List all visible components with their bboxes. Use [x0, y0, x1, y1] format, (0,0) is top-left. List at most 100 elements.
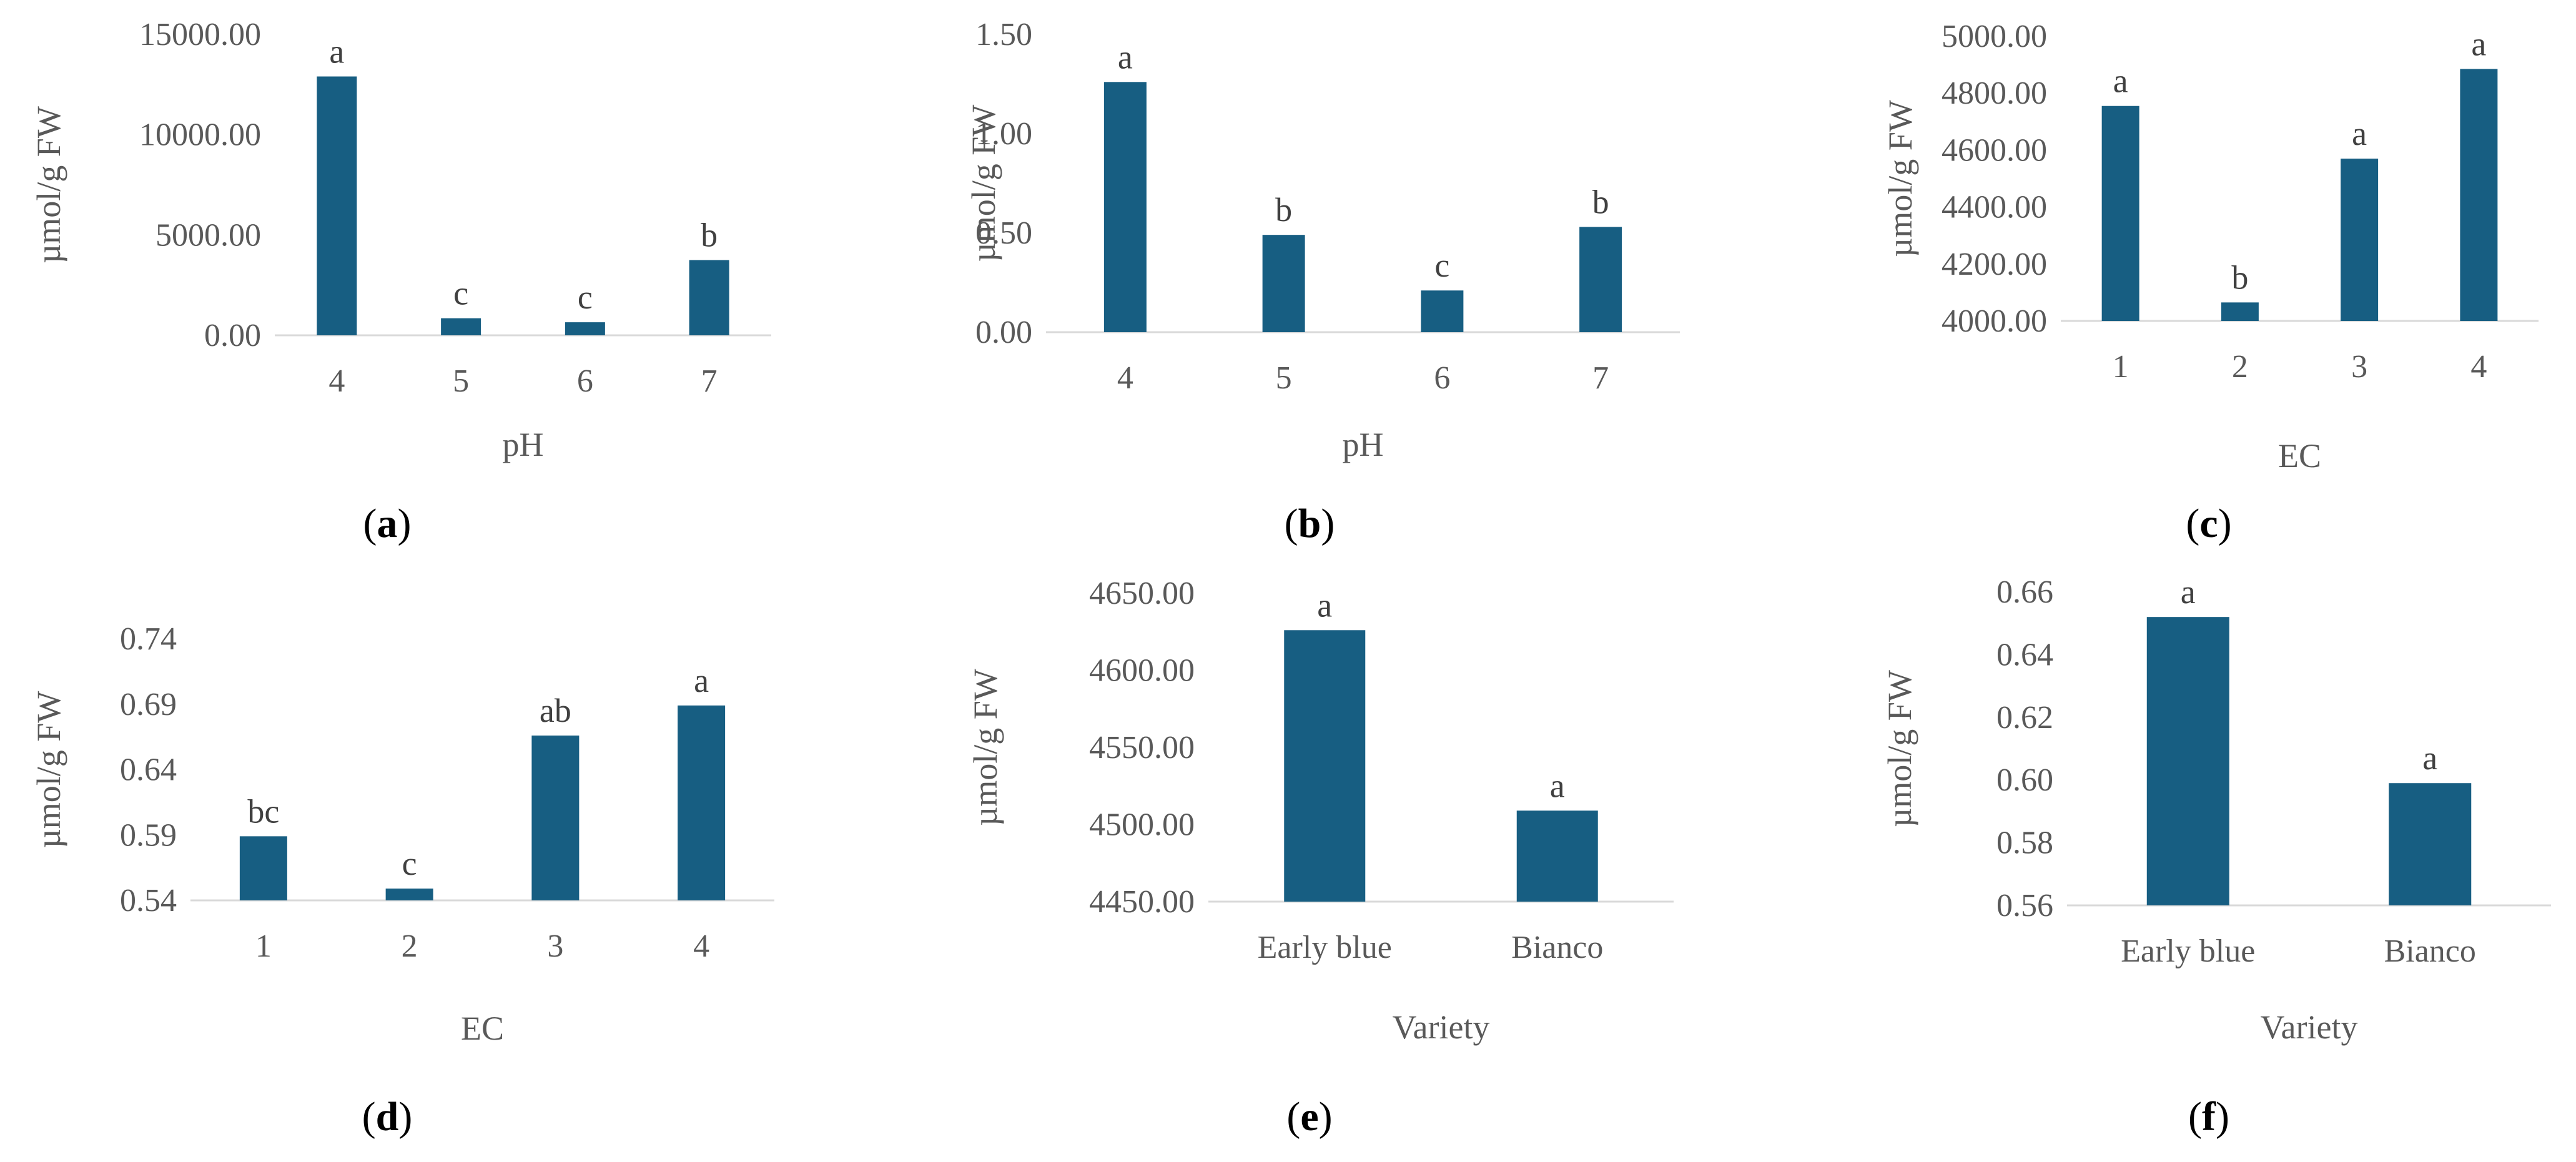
y-tick-label: 0.69 [120, 687, 177, 722]
significance-letter: a [694, 662, 709, 699]
x-axis-title: pH [1343, 426, 1384, 463]
significance-letter: ab [540, 692, 571, 729]
significance-letter: c [1434, 247, 1449, 284]
chart-panel-a: 0.00 5000.00 10000.00 15000.00 a 4 c 5 c 6 b 7 µmol/… [30, 17, 771, 546]
bar-2 [385, 889, 433, 900]
x-axis-title: Variety [1393, 1008, 1490, 1046]
y-tick-label: 10000.00 [139, 117, 261, 153]
bar-bianco [2389, 783, 2472, 905]
y-axis-title: µmol/g FW [1881, 670, 1918, 827]
bar-1 [239, 836, 287, 900]
x-axis-title: Variety [2261, 1008, 2358, 1046]
y-axis-title: µmol/g FW [965, 105, 1002, 262]
bar-bianco [1516, 810, 1598, 902]
y-tick-label: 4800.00 [1942, 76, 2047, 111]
y-tick-label: 1.50 [975, 17, 1032, 52]
significance-letter: bc [247, 792, 279, 830]
x-tick-label: 4 [1117, 360, 1133, 396]
bar-7 [689, 260, 729, 335]
y-tick-label: 0.56 [1996, 888, 2053, 923]
panel-label: (f) [2188, 1094, 2229, 1140]
panel-label: (d) [362, 1094, 413, 1140]
significance-letter: b [1275, 191, 1292, 229]
bar-3 [531, 736, 580, 900]
y-tick-label: 5000.00 [1942, 19, 2047, 54]
y-tick-label: 4650.00 [1089, 576, 1195, 611]
bar-4 [2460, 69, 2498, 321]
panel-label: (c) [2186, 501, 2231, 546]
x-tick-label: 6 [1434, 360, 1450, 396]
panel-label: (e) [1286, 1094, 1332, 1140]
bar-4 [317, 76, 357, 335]
y-tick-label: 0.00 [204, 318, 261, 353]
y-tick-label: 0.60 [1996, 762, 2053, 798]
y-tick-label: 15000.00 [139, 17, 261, 52]
bar-1 [2101, 106, 2139, 321]
significance-letter: a [2471, 25, 2486, 62]
panel-label: (a) [363, 501, 412, 546]
chart-panel-f: 0.56 0.58 0.60 0.62 0.64 0.66 a Early blue a Bian… [1881, 573, 2551, 1140]
bar-3 [2341, 159, 2379, 321]
y-tick-label: 0.58 [1996, 825, 2053, 861]
x-tick-label: Bianco [2384, 933, 2476, 969]
chart-panel-b: 0.00 0.50 1.00 1.50 a 4 b 5 c 6 b 7 µmol/g FW pH (b) [965, 17, 1680, 546]
x-tick-label: 5 [453, 363, 469, 399]
significance-letter: a [2181, 573, 2196, 611]
x-tick-label: 7 [1592, 360, 1609, 396]
bar-7 [1579, 227, 1622, 332]
y-tick-label: 1.00 [975, 116, 1032, 152]
y-tick-label: 0.64 [1996, 637, 2053, 672]
y-tick-label: 4200.00 [1942, 247, 2047, 282]
y-tick-label: 4500.00 [1089, 807, 1195, 843]
bar-2 [2221, 302, 2259, 321]
x-tick-label: Bianco [1511, 930, 1603, 965]
x-tick-label: Early blue [2121, 933, 2255, 969]
significance-letter: a [329, 32, 344, 70]
significance-letter: a [2352, 115, 2367, 152]
y-axis-title: µmol/g FW [1882, 100, 1919, 257]
x-tick-label: 4 [328, 363, 345, 399]
y-axis-title: µmol/g FW [967, 669, 1004, 826]
y-tick-label: 5000.00 [155, 217, 261, 253]
y-tick-label: 0.00 [975, 315, 1032, 350]
x-tick-label: 3 [2351, 349, 2367, 385]
significance-letter: c [578, 278, 593, 316]
bar-early-blue [2146, 617, 2229, 905]
y-tick-label: 0.62 [1996, 700, 2053, 736]
significance-letter: a [1118, 38, 1133, 76]
y-tick-label: 0.64 [120, 752, 177, 788]
significance-letter: c [402, 845, 417, 882]
y-tick-label: 4600.00 [1089, 653, 1195, 689]
chart-panel-e: 4450.00 4500.00 4550.00 4600.00 4650.00 a Earl… [967, 576, 1674, 1140]
bar-6 [1421, 290, 1464, 332]
x-tick-label: 2 [2232, 349, 2248, 385]
y-tick-label: 0.59 [120, 817, 177, 853]
x-axis-title: EC [2278, 437, 2321, 475]
chart-panel-d: 0.54 0.59 0.64 0.69 0.74 bc 1 c 2 ab 3 a 4 µmol/g FW E… [30, 621, 774, 1140]
y-tick-label: 0.74 [120, 621, 177, 657]
y-tick-label: 0.66 [1996, 574, 2053, 610]
y-tick-label: 4000.00 [1942, 303, 2047, 339]
y-tick-label: 0.54 [120, 883, 177, 918]
y-tick-label: 4400.00 [1942, 190, 2047, 225]
x-tick-label: 4 [693, 928, 709, 964]
y-tick-label: 4600.00 [1942, 132, 2047, 168]
x-axis-title: pH [503, 426, 544, 463]
bar-5 [441, 318, 481, 335]
x-tick-label: 5 [1276, 360, 1292, 396]
y-tick-label: 0.50 [975, 215, 1032, 251]
significance-letter: a [2422, 739, 2437, 777]
significance-letter: b [2231, 258, 2248, 296]
x-tick-label: 6 [577, 363, 593, 399]
significance-letter: b [701, 217, 718, 254]
significance-letter: b [1592, 183, 1609, 220]
y-tick-label: 4450.00 [1089, 884, 1195, 920]
x-tick-label: 1 [255, 928, 272, 964]
bar-4 [1103, 82, 1147, 332]
x-tick-label: 7 [701, 363, 718, 399]
x-tick-label: 2 [402, 928, 418, 964]
chart-panel-c: 4000.00 4200.00 4400.00 4600.00 4800.00 5000.… [1882, 19, 2539, 546]
panel-label: (b) [1285, 501, 1335, 546]
y-axis-title: µmol/g FW [30, 691, 67, 849]
